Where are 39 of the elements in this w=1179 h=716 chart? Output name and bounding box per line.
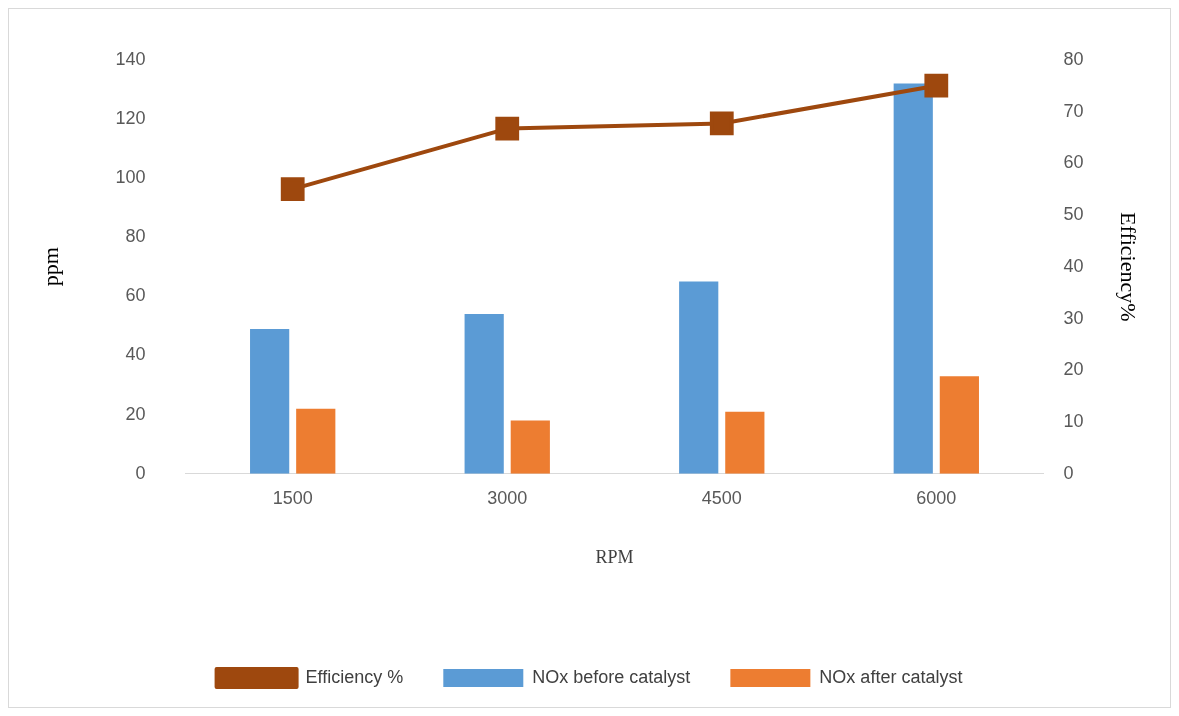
y2-tick-label: 50 [1063,204,1084,225]
bar [893,83,933,474]
x-tick-label: 3000 [487,487,528,508]
bar [250,328,290,474]
y-tick-label: 80 [125,226,146,247]
point [495,116,520,141]
point [709,111,734,136]
x-tick-label: 4500 [701,487,742,508]
y2-tick-label: 40 [1063,255,1084,276]
bar [296,408,336,474]
bar [464,314,504,474]
legend-label: NOx before catalyst [532,666,691,687]
y-tick-label: 60 [125,285,146,306]
y-tick-label: 0 [135,462,146,483]
y-tick-label: 120 [115,107,146,128]
point [280,177,305,202]
bar [510,420,550,474]
bar [725,411,765,474]
y2-tick-label: 80 [1063,48,1084,69]
x-axis-title: RPM [595,546,634,567]
point [924,73,949,98]
y2-tick-label: 70 [1063,100,1084,121]
x-tick-label: 1500 [272,487,313,508]
y-tick-label: 20 [125,403,146,424]
y2-tick-label: 60 [1063,152,1084,173]
legend-label: NOx after catalyst [819,666,963,687]
bar [679,281,719,474]
y-tick-label: 100 [115,167,146,188]
y2-tick-label: 10 [1063,411,1084,432]
bar [939,376,979,474]
y-tick-label: 140 [115,48,146,69]
y-axis-title: ppm [37,247,63,287]
y-tick-label: 40 [125,344,146,365]
y2-tick-label: 0 [1063,462,1074,483]
y2-tick-label: 30 [1063,307,1084,328]
y2-tick-label: 20 [1063,359,1084,380]
x-tick-label: 6000 [916,487,957,508]
legend-label: Efficiency % [305,666,404,687]
y2-axis-title: Efficiency% [1116,212,1142,322]
